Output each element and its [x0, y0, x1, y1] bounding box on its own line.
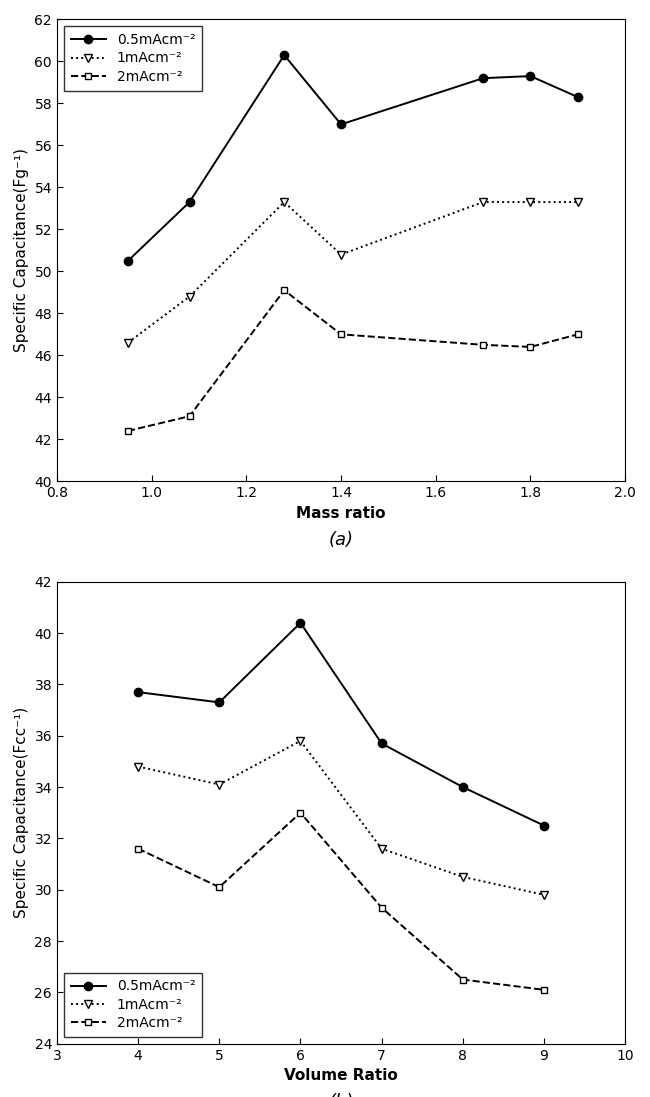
Line: 1mAcm⁻²: 1mAcm⁻²	[134, 737, 548, 900]
0.5mAcm⁻²	[540, 819, 548, 833]
1mAcm⁻²	[526, 195, 534, 208]
2mAcm⁻²	[296, 806, 304, 819]
0.5mAcm⁻²	[124, 255, 132, 268]
1mAcm⁻²	[574, 195, 582, 208]
1mAcm⁻²	[378, 842, 385, 856]
1mAcm⁻²	[215, 778, 223, 791]
Text: (a): (a)	[328, 531, 354, 548]
0.5mAcm⁻²	[526, 69, 534, 82]
2mAcm⁻²	[540, 983, 548, 996]
2mAcm⁻²	[215, 881, 223, 894]
2mAcm⁻²	[378, 901, 385, 914]
2mAcm⁻²	[574, 328, 582, 341]
1mAcm⁻²	[479, 195, 487, 208]
Y-axis label: Specific Capacitance(Fcc⁻¹): Specific Capacitance(Fcc⁻¹)	[14, 708, 29, 918]
1mAcm⁻²	[296, 734, 304, 747]
0.5mAcm⁻²	[479, 71, 487, 84]
2mAcm⁻²	[479, 338, 487, 351]
Line: 1mAcm⁻²: 1mAcm⁻²	[124, 197, 582, 347]
Legend: 0.5mAcm⁻², 1mAcm⁻², 2mAcm⁻²: 0.5mAcm⁻², 1mAcm⁻², 2mAcm⁻²	[64, 973, 202, 1037]
0.5mAcm⁻²	[378, 737, 385, 750]
Legend: 0.5mAcm⁻², 1mAcm⁻², 2mAcm⁻²: 0.5mAcm⁻², 1mAcm⁻², 2mAcm⁻²	[64, 26, 202, 91]
1mAcm⁻²	[124, 336, 132, 349]
0.5mAcm⁻²	[186, 195, 194, 208]
2mAcm⁻²	[459, 973, 467, 986]
Line: 0.5mAcm⁻²: 0.5mAcm⁻²	[124, 50, 582, 265]
1mAcm⁻²	[134, 760, 142, 773]
1mAcm⁻²	[186, 290, 194, 303]
X-axis label: Volume Ratio: Volume Ratio	[284, 1068, 398, 1083]
2mAcm⁻²	[124, 425, 132, 438]
Line: 2mAcm⁻²: 2mAcm⁻²	[125, 286, 581, 434]
1mAcm⁻²	[337, 248, 345, 261]
0.5mAcm⁻²	[459, 780, 467, 793]
1mAcm⁻²	[459, 870, 467, 883]
Line: 2mAcm⁻²: 2mAcm⁻²	[135, 810, 547, 993]
0.5mAcm⁻²	[337, 117, 345, 131]
2mAcm⁻²	[186, 409, 194, 422]
2mAcm⁻²	[280, 284, 288, 297]
2mAcm⁻²	[526, 340, 534, 353]
Text: (b): (b)	[328, 1093, 354, 1097]
Line: 0.5mAcm⁻²: 0.5mAcm⁻²	[134, 619, 548, 829]
2mAcm⁻²	[134, 842, 142, 856]
1mAcm⁻²	[280, 195, 288, 208]
0.5mAcm⁻²	[296, 617, 304, 630]
0.5mAcm⁻²	[574, 90, 582, 103]
X-axis label: Mass ratio: Mass ratio	[296, 506, 386, 521]
1mAcm⁻²	[540, 889, 548, 902]
0.5mAcm⁻²	[134, 686, 142, 699]
Y-axis label: Specific Capacitance(Fg⁻¹): Specific Capacitance(Fg⁻¹)	[14, 148, 29, 352]
2mAcm⁻²	[337, 328, 345, 341]
0.5mAcm⁻²	[215, 695, 223, 709]
0.5mAcm⁻²	[280, 48, 288, 61]
